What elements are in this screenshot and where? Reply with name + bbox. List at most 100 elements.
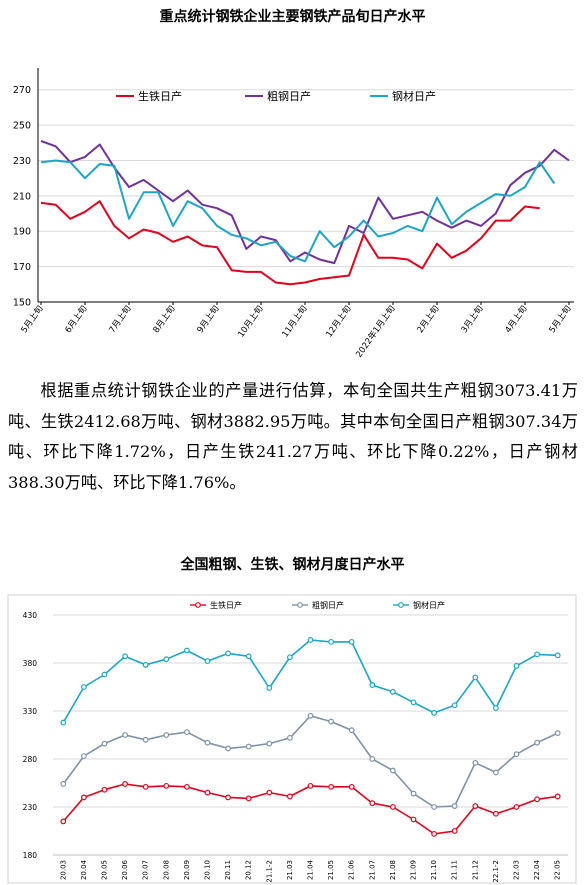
chart2-xtick-label: 20.07 xyxy=(142,860,150,880)
chart2-series-line xyxy=(62,639,558,723)
chart2-point xyxy=(225,745,232,752)
chart2-xtick-label: 21.10 xyxy=(430,860,438,880)
chart2-point xyxy=(534,651,540,658)
chart2-point xyxy=(410,790,417,797)
chart1-series-line xyxy=(40,159,556,263)
chart2-point xyxy=(348,638,355,645)
chart2-point xyxy=(513,804,520,810)
chart2-series-line xyxy=(62,715,559,808)
chart2-legend-marker xyxy=(398,602,404,608)
chart2-point xyxy=(431,804,438,810)
chart1-ytick-label: 270 xyxy=(13,85,31,96)
chart1-ytick-label: 250 xyxy=(13,121,31,132)
chart2-point xyxy=(348,783,355,790)
chart2-legend-label: 生铁日产 xyxy=(210,600,242,610)
chart1-xtick-label: 8月上旬 xyxy=(151,303,178,335)
chart1-xtick-label: 6月上旬 xyxy=(63,303,90,335)
chart2-point xyxy=(369,800,376,807)
chart2-xtick-label: 20.04 xyxy=(80,859,88,880)
chart2-point xyxy=(493,769,499,776)
chart2-ytick-label: 430 xyxy=(23,611,38,620)
chart1-series-line xyxy=(40,140,570,265)
chart1-xtick-label: 3月上旬 xyxy=(459,303,486,335)
chart2-point xyxy=(183,647,190,654)
chart2-point xyxy=(554,730,561,736)
chart2-ytick-label: 180 xyxy=(23,851,38,860)
chart2-point xyxy=(307,712,314,719)
chart1-xtick-label: 11月上旬 xyxy=(280,303,310,339)
chart2-point xyxy=(287,793,293,800)
chart2-point xyxy=(60,781,67,787)
chart2-point xyxy=(183,729,190,736)
chart2-point xyxy=(554,652,561,659)
chart2-point xyxy=(122,732,128,738)
chart2-xtick-label: 20.12 xyxy=(245,860,253,880)
chart1-ytick-label: 230 xyxy=(13,156,31,167)
chart2-point xyxy=(431,830,438,837)
chart2-xtick-label: 21.04 xyxy=(307,859,315,880)
chart2-ytick-label: 280 xyxy=(23,755,38,764)
chart2-point xyxy=(122,653,128,660)
chart2-point xyxy=(534,739,540,746)
chart2-xtick-label: 20.09 xyxy=(183,860,191,880)
chart2-point xyxy=(513,751,520,758)
chart1-ytick-label: 210 xyxy=(13,191,31,202)
chart2-xtick-label: 20.10 xyxy=(204,860,212,880)
chart2-point xyxy=(451,803,458,809)
chart2-point xyxy=(554,793,561,800)
chart2-point xyxy=(142,662,149,668)
chart2-xtick-label: 20.06 xyxy=(121,859,129,880)
chart1-legend-label: 生铁日产 xyxy=(138,89,182,103)
chart2-xtick-label: 21.08 xyxy=(389,860,397,880)
chart1-ytick-label: 150 xyxy=(13,298,31,309)
chart1-xtick-label: 2022年1月上旬 xyxy=(353,303,397,359)
chart2-xtick-label: 20.08 xyxy=(162,860,170,880)
chart2-xtick-label: 22.04 xyxy=(533,859,541,880)
chart2-xtick-label: 21.03 xyxy=(286,860,294,880)
chart2-point xyxy=(287,734,293,741)
chart2-point xyxy=(451,828,458,834)
chart2-point xyxy=(369,682,376,688)
chart2-xtick-label: 22.1-2 xyxy=(492,860,500,883)
chart2-frame xyxy=(7,594,577,884)
chart2-point xyxy=(204,658,211,664)
chart2-xtick-label: 20.05 xyxy=(101,860,109,880)
chart2-point xyxy=(410,699,417,706)
chart2-point xyxy=(266,789,273,796)
chart1-title: 重点统计钢铁企业主要钢铁产品旬日产水平 xyxy=(159,9,426,25)
chart2-point xyxy=(80,794,87,801)
chart2-point xyxy=(225,794,232,801)
chart2-ytick-label: 330 xyxy=(23,707,38,716)
summary-paragraph: 根据重点统计钢铁企业的产量进行估算，本旬全国共生产粗钢3073.41万吨、生铁2… xyxy=(8,376,578,498)
chart2-legend-marker xyxy=(297,602,303,608)
chart2-xtick-label: 21.06 xyxy=(348,859,356,880)
chart2-point xyxy=(472,803,479,809)
chart2-series-line xyxy=(62,783,558,835)
chart2-point xyxy=(534,796,540,803)
chart2-point xyxy=(142,736,149,743)
chart2-point xyxy=(410,816,417,823)
chart2-title: 全国粗钢、生铁、钢材月度日产水平 xyxy=(180,557,405,573)
chart2-point xyxy=(80,684,87,690)
chart2-point xyxy=(307,782,314,789)
chart2-xtick-label: 22.03 xyxy=(513,860,521,880)
chart1-xtick-label: 9月上旬 xyxy=(195,303,222,335)
chart1-ytick-label: 190 xyxy=(13,227,31,238)
chart2-point xyxy=(163,782,170,789)
chart2-point xyxy=(163,656,170,663)
chart2-point xyxy=(493,705,499,712)
chart2-point xyxy=(266,740,273,747)
chart2-point xyxy=(225,650,232,657)
chart2-xtick-label: 21.12 xyxy=(471,860,479,880)
chart2-ytick-label: 230 xyxy=(23,803,38,812)
chart2-point xyxy=(493,810,499,817)
chart2-point xyxy=(328,718,335,725)
chart1-svg: 150 170 190 210 230 250 270 5月上旬 6月上旬 7月上旬 8月上旬 9月上… xyxy=(13,68,574,360)
chart1-xtick-label: 12月上旬 xyxy=(324,303,354,339)
chart1-xtick-label: 10月上旬 xyxy=(236,303,266,339)
chart2-point xyxy=(390,767,396,774)
chart2-xtick-label: 21.07 xyxy=(368,860,376,880)
chart2-point xyxy=(122,781,128,787)
chart1-series-line xyxy=(40,200,540,286)
chart1-legend-label: 钢材日产 xyxy=(392,89,436,103)
